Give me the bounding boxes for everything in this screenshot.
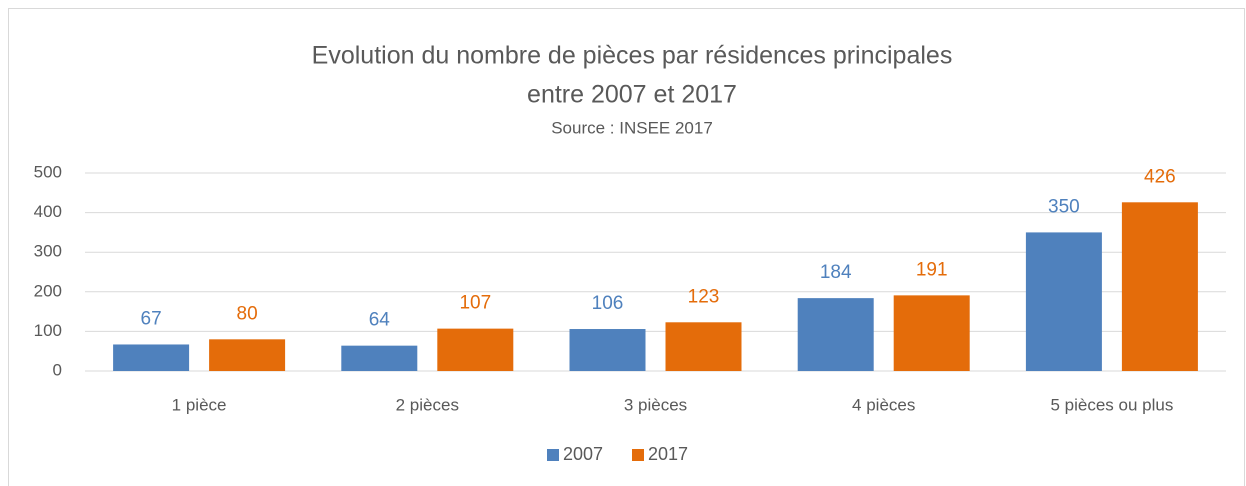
x-tick-label: 4 pièces (852, 395, 915, 414)
x-tick-label: 2 pièces (396, 395, 459, 414)
bar (113, 344, 190, 371)
data-label: 64 (369, 310, 391, 331)
y-tick-label: 300 (34, 242, 62, 261)
bar (209, 339, 286, 371)
bar (569, 329, 646, 371)
x-tick-label: 5 pièces ou plus (1050, 395, 1173, 414)
x-tick-label: 3 pièces (624, 395, 687, 414)
bar (437, 328, 514, 371)
chart-title: entre 2007 et 2017 (527, 81, 737, 109)
data-label: 350 (1048, 196, 1080, 217)
y-tick-label: 200 (34, 281, 62, 300)
legend-label: 2017 (648, 444, 688, 464)
data-label: 184 (820, 262, 852, 283)
data-label: 67 (141, 308, 162, 329)
data-label: 106 (592, 293, 624, 314)
bar (797, 298, 874, 371)
bar (341, 345, 418, 371)
bar (893, 295, 970, 371)
chart-subtitle: Source : INSEE 2017 (551, 118, 713, 137)
bar (665, 322, 742, 371)
x-tick-label: 1 pièce (172, 395, 227, 414)
chart-title: Evolution du nombre de pièces par réside… (312, 42, 953, 70)
data-label: 426 (1144, 166, 1176, 187)
data-label: 80 (237, 303, 258, 324)
y-tick-label: 400 (34, 202, 62, 221)
y-tick-label: 500 (34, 162, 62, 181)
chart-frame (8, 8, 1245, 486)
legend-label: 2007 (563, 444, 603, 464)
legend-swatch (632, 449, 644, 461)
data-label: 191 (916, 259, 948, 280)
bar (1025, 232, 1102, 371)
data-label: 107 (459, 293, 491, 314)
legend-swatch (547, 449, 559, 461)
y-tick-label: 100 (34, 321, 62, 340)
data-label: 123 (688, 286, 720, 307)
bar (1121, 202, 1198, 371)
y-tick-label: 0 (53, 360, 62, 379)
